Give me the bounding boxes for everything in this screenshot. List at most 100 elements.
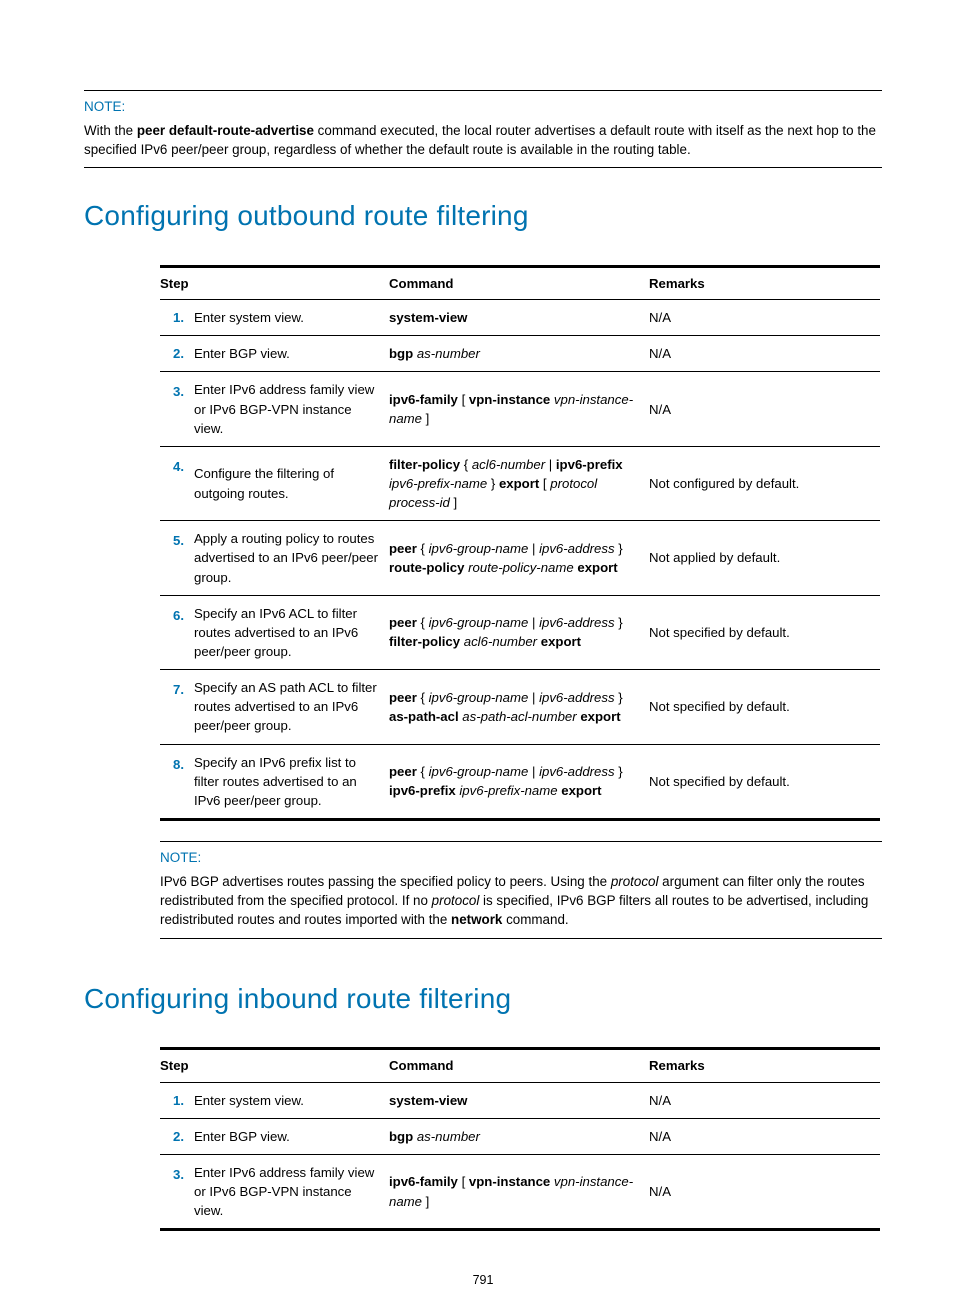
cmd-keyword: system-view xyxy=(389,310,467,325)
remarks-cell: N/A xyxy=(649,1118,880,1154)
remarks-cell: Not configured by default. xyxy=(649,446,880,520)
table-header-row: Step Command Remarks xyxy=(160,267,880,300)
table-header-row: Step Command Remarks xyxy=(160,1049,880,1082)
cmd-keyword: ipv6-family xyxy=(389,1174,458,1189)
cmd-keyword: filter-policy xyxy=(389,457,460,472)
command-cell: ipv6-family [ vpn-instance vpn-instance-… xyxy=(389,1154,649,1229)
step-description: Enter BGP view. xyxy=(194,1118,389,1154)
command-cell: peer { ipv6-group-name | ipv6-address } … xyxy=(389,670,649,744)
cmd-param: ipv6-address xyxy=(539,690,615,705)
section-heading-outbound: Configuring outbound route filtering xyxy=(84,196,882,237)
cmd-keyword: route-policy xyxy=(389,560,464,575)
step-description: Specify an AS path ACL to filter routes … xyxy=(194,670,389,744)
cmd-text: [ xyxy=(458,392,469,407)
cmd-param: ipv6-prefix-name xyxy=(389,476,487,491)
cmd-keyword: vpn-instance xyxy=(469,392,550,407)
header-step: Step xyxy=(160,1049,389,1082)
command-cell: system-view xyxy=(389,300,649,336)
cmd-text: [ xyxy=(458,1174,469,1189)
cmd-param: ipv6-address xyxy=(539,764,615,779)
step-number: 8. xyxy=(160,744,194,819)
note-body-1: With the peer default-route-advertise co… xyxy=(84,121,882,160)
command-cell: peer { ipv6-group-name | ipv6-address } … xyxy=(389,595,649,669)
cmd-text: | xyxy=(528,764,539,779)
step-description: Configure the filtering of outgoing rout… xyxy=(194,446,389,520)
note-text: With the xyxy=(84,123,137,138)
cmd-keyword: system-view xyxy=(389,1093,467,1108)
step-number: 7. xyxy=(160,670,194,744)
table-row: 6.Specify an IPv6 ACL to filter routes a… xyxy=(160,595,880,669)
note-text: command. xyxy=(502,912,568,927)
table-row: 3.Enter IPv6 address family view or IPv6… xyxy=(160,372,880,446)
table-row: 3.Enter IPv6 address family view or IPv6… xyxy=(160,1154,880,1229)
cmd-text: ] xyxy=(422,1194,429,1209)
cmd-text: { xyxy=(417,615,429,630)
step-number: 5. xyxy=(160,521,194,595)
remarks-cell: Not specified by default. xyxy=(649,595,880,669)
cmd-text: { xyxy=(417,541,429,556)
table-row: 7.Specify an AS path ACL to filter route… xyxy=(160,670,880,744)
cmd-text: | xyxy=(545,457,556,472)
cmd-text: ] xyxy=(450,495,457,510)
cmd-param: ipv6-group-name xyxy=(429,764,529,779)
step-description: Enter system view. xyxy=(194,1082,389,1118)
table-row: 1.Enter system view.system-viewN/A xyxy=(160,1082,880,1118)
note-label: NOTE: xyxy=(160,848,882,868)
cmd-param: acl6-number xyxy=(472,457,545,472)
note-text: IPv6 BGP advertises routes passing the s… xyxy=(160,874,611,889)
note-body-2: IPv6 BGP advertises routes passing the s… xyxy=(160,872,882,930)
table-outbound: Step Command Remarks 1.Enter system view… xyxy=(160,265,880,821)
table-row: 4.Configure the filtering of outgoing ro… xyxy=(160,446,880,520)
cmd-keyword: peer xyxy=(389,541,417,556)
cmd-param: ipv6-group-name xyxy=(429,615,529,630)
page-number: 791 xyxy=(84,1271,882,1289)
step-number: 6. xyxy=(160,595,194,669)
step-description: Enter system view. xyxy=(194,300,389,336)
step-description: Apply a routing policy to routes adverti… xyxy=(194,521,389,595)
header-command: Command xyxy=(389,267,649,300)
table-row: 5.Apply a routing policy to routes adver… xyxy=(160,521,880,595)
cmd-text: { xyxy=(417,690,429,705)
note-block-2: NOTE: IPv6 BGP advertises routes passing… xyxy=(160,841,882,939)
command-cell: bgp as-number xyxy=(389,336,649,372)
step-number: 1. xyxy=(160,300,194,336)
cmd-text: ] xyxy=(422,411,429,426)
cmd-text: { xyxy=(417,764,429,779)
step-description: Enter IPv6 address family view or IPv6 B… xyxy=(194,372,389,446)
step-number: 3. xyxy=(160,372,194,446)
cmd-keyword: bgp xyxy=(389,346,413,361)
cmd-text: | xyxy=(528,690,539,705)
cmd-keyword: export xyxy=(541,634,581,649)
step-number: 2. xyxy=(160,1118,194,1154)
cmd-keyword: export xyxy=(499,476,539,491)
cmd-keyword: export xyxy=(577,560,617,575)
cmd-text: [ xyxy=(539,476,550,491)
header-step: Step xyxy=(160,267,389,300)
command-cell: filter-policy { acl6-number | ipv6-prefi… xyxy=(389,446,649,520)
table-row: 1.Enter system view.system-viewN/A xyxy=(160,300,880,336)
cmd-param: ipv6-address xyxy=(539,615,615,630)
remarks-cell: N/A xyxy=(649,1154,880,1229)
note-label: NOTE: xyxy=(84,97,882,117)
cmd-param: ipv6-group-name xyxy=(429,690,529,705)
step-number: 1. xyxy=(160,1082,194,1118)
cmd-param: as-path-acl-number xyxy=(462,709,576,724)
cmd-keyword: bgp xyxy=(389,1129,413,1144)
cmd-text: | xyxy=(528,541,539,556)
remarks-cell: Not applied by default. xyxy=(649,521,880,595)
note-italic: protocol xyxy=(611,874,659,889)
table-row: 2.Enter BGP view.bgp as-numberN/A xyxy=(160,336,880,372)
cmd-keyword: as-path-acl xyxy=(389,709,459,724)
cmd-text: } xyxy=(487,476,499,491)
remarks-cell: N/A xyxy=(649,336,880,372)
command-cell: bgp as-number xyxy=(389,1118,649,1154)
table-row: 2.Enter BGP view.bgp as-numberN/A xyxy=(160,1118,880,1154)
cmd-keyword: peer xyxy=(389,764,417,779)
cmd-keyword: ipv6-prefix xyxy=(389,783,456,798)
cmd-text: } xyxy=(615,764,623,779)
cmd-param: as-number xyxy=(417,1129,480,1144)
remarks-cell: N/A xyxy=(649,372,880,446)
table-inbound: Step Command Remarks 1.Enter system view… xyxy=(160,1047,880,1231)
cmd-text: } xyxy=(615,615,623,630)
cmd-keyword: filter-policy xyxy=(389,634,460,649)
